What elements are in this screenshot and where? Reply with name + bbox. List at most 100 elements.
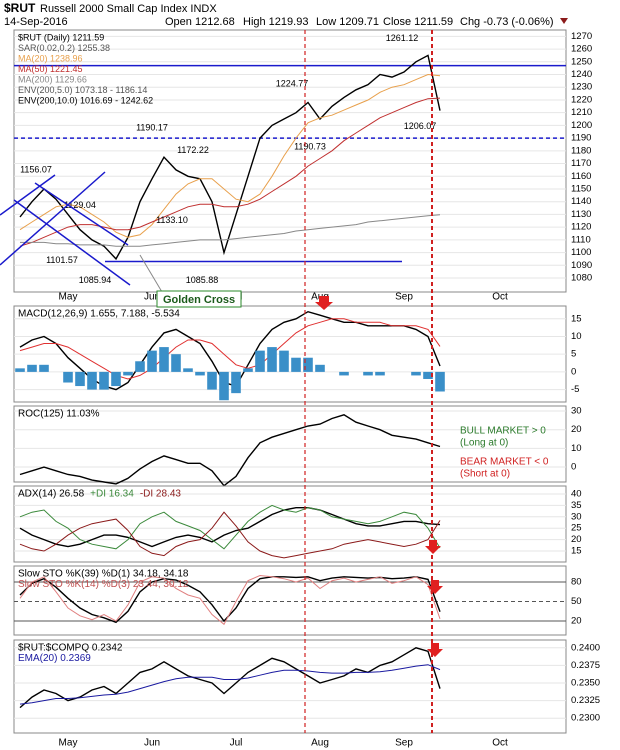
legend-entry: EMA(20) 0.2369: [18, 653, 91, 664]
y-tick-label: 80: [571, 577, 582, 588]
price-label: 1261.12: [386, 33, 419, 43]
y-tick-label: 1230: [571, 82, 592, 93]
symbol: $RUT: [4, 1, 36, 15]
series-line: [19, 414, 441, 487]
legend-entry: ROC(125) 11.03%: [18, 409, 100, 420]
y-tick-label: 0: [571, 366, 576, 377]
legend-entry: MA(20) 1238.96: [18, 53, 83, 63]
quote: Open 1212.68 High 1219.93 Low 1209.71 Cl…: [165, 16, 554, 28]
quote-close: Close 1211.59: [383, 16, 453, 28]
y-tick-label: 1150: [571, 183, 591, 194]
histogram-bar: [75, 371, 85, 387]
panel-frame: [13, 485, 567, 563]
price-label: 1101.57: [46, 255, 78, 265]
price-label: 1085.88: [186, 275, 219, 285]
x-tick-label: Oct: [492, 738, 508, 749]
histogram-bar: [315, 364, 325, 372]
y-tick-label: 0.2375: [571, 660, 600, 671]
y-tick-label: 20: [571, 424, 582, 435]
date: 14-Sep-2016: [4, 16, 68, 28]
histogram-bar: [339, 371, 349, 376]
y-tick-label: 1200: [571, 120, 592, 131]
histogram-bar: [267, 347, 277, 372]
histogram-bar: [87, 371, 97, 390]
quote-change: Chg -0.73 (-0.06%): [460, 16, 554, 28]
histogram-bar: [183, 368, 193, 372]
histogram-bar: [411, 371, 421, 376]
annotation: (Long at 0): [460, 438, 508, 449]
y-tick-label: 25: [571, 523, 582, 534]
x-tick-label: Jun: [144, 292, 160, 303]
legend-entry: -DI 28.43: [140, 489, 182, 500]
y-tick-label: 0: [571, 462, 576, 473]
series-line: [19, 504, 441, 550]
x-tick-label: May: [59, 292, 78, 303]
panel-frame: [13, 639, 567, 734]
y-tick-label: 20: [571, 534, 582, 545]
quote-low: Low 1209.71: [316, 16, 379, 28]
event-arrows: [315, 296, 443, 657]
y-tick-label: 10: [571, 443, 582, 454]
y-tick-label: 1190: [571, 133, 591, 144]
y-tick-label: 0.2300: [571, 713, 600, 724]
y-tick-label: 1130: [571, 209, 591, 220]
histogram-bar: [363, 371, 373, 376]
histogram-bar: [159, 347, 169, 372]
y-tick-label: 1100: [571, 247, 591, 258]
y-tick-label: 1120: [571, 222, 591, 233]
y-tick-label: 1210: [571, 107, 592, 118]
callout: Golden Cross: [163, 294, 235, 306]
quote-high: High 1219.93: [243, 16, 308, 28]
legend-entry: ENV(200,10.0) 1016.69 - 1242.62: [18, 95, 153, 105]
series-line: [19, 318, 441, 380]
y-tick-label: 0.2400: [571, 642, 600, 653]
legend-entry: MA(200) 1129.66: [18, 74, 87, 84]
y-tick-label: 15: [571, 313, 582, 324]
histogram-bar: [123, 371, 133, 376]
change-arrow: [560, 18, 568, 24]
histogram-bar: [15, 368, 25, 372]
trend-line: [0, 171, 106, 266]
legend-entry: +DI 16.34: [90, 489, 134, 500]
price-label: 1085.94: [79, 275, 112, 285]
series-line: [19, 574, 441, 626]
y-tick-label: 30: [571, 511, 582, 522]
x-tick-label: Oct: [492, 292, 508, 303]
series-line: [19, 73, 441, 238]
y-tick-label: 50: [571, 596, 582, 607]
x-tick-label: Sep: [395, 292, 413, 303]
trend-line: [34, 182, 129, 246]
histogram-bar: [135, 361, 145, 372]
legend-entry: $RUT (Daily) 1211.59: [18, 32, 104, 42]
y-tick-label: 20: [571, 616, 582, 627]
histogram-bar: [171, 354, 181, 372]
x-tick-label: Jun: [144, 738, 160, 749]
y-tick-label: 1240: [571, 69, 592, 80]
series-line: [19, 97, 441, 247]
y-tick-label: 15: [571, 546, 582, 557]
x-tick-label: May: [59, 738, 78, 749]
panel-frame: [13, 29, 567, 293]
y-tick-label: 35: [571, 500, 582, 511]
y-tick-label: 1170: [571, 158, 591, 169]
price-label: 1172.22: [177, 145, 209, 155]
legend-entry: MACD(12,26,9) 1.655, 7.188, -5.534: [18, 309, 180, 320]
trend-line: [0, 174, 56, 216]
histogram-bar: [207, 371, 217, 390]
chart-title: Russell 2000 Small Cap Index INDX: [40, 3, 217, 15]
panel-frame: [13, 405, 567, 483]
histogram-bar: [39, 364, 49, 372]
histogram-bar: [111, 371, 121, 387]
quote-open: Open 1212.68: [165, 16, 235, 28]
histogram-bar: [243, 368, 253, 372]
histogram-bar: [303, 357, 313, 372]
callout-pointer: [139, 254, 163, 293]
trend-lines: [0, 171, 131, 286]
y-tick-label: 5: [571, 349, 576, 360]
histogram-bar: [147, 350, 157, 372]
y-tick-label: 1090: [571, 260, 592, 271]
y-tick-label: 1270: [571, 31, 592, 42]
legend-entry: ADX(14) 26.58: [18, 489, 85, 500]
histogram-bar: [195, 371, 205, 376]
x-tick-label: Sep: [395, 738, 413, 749]
